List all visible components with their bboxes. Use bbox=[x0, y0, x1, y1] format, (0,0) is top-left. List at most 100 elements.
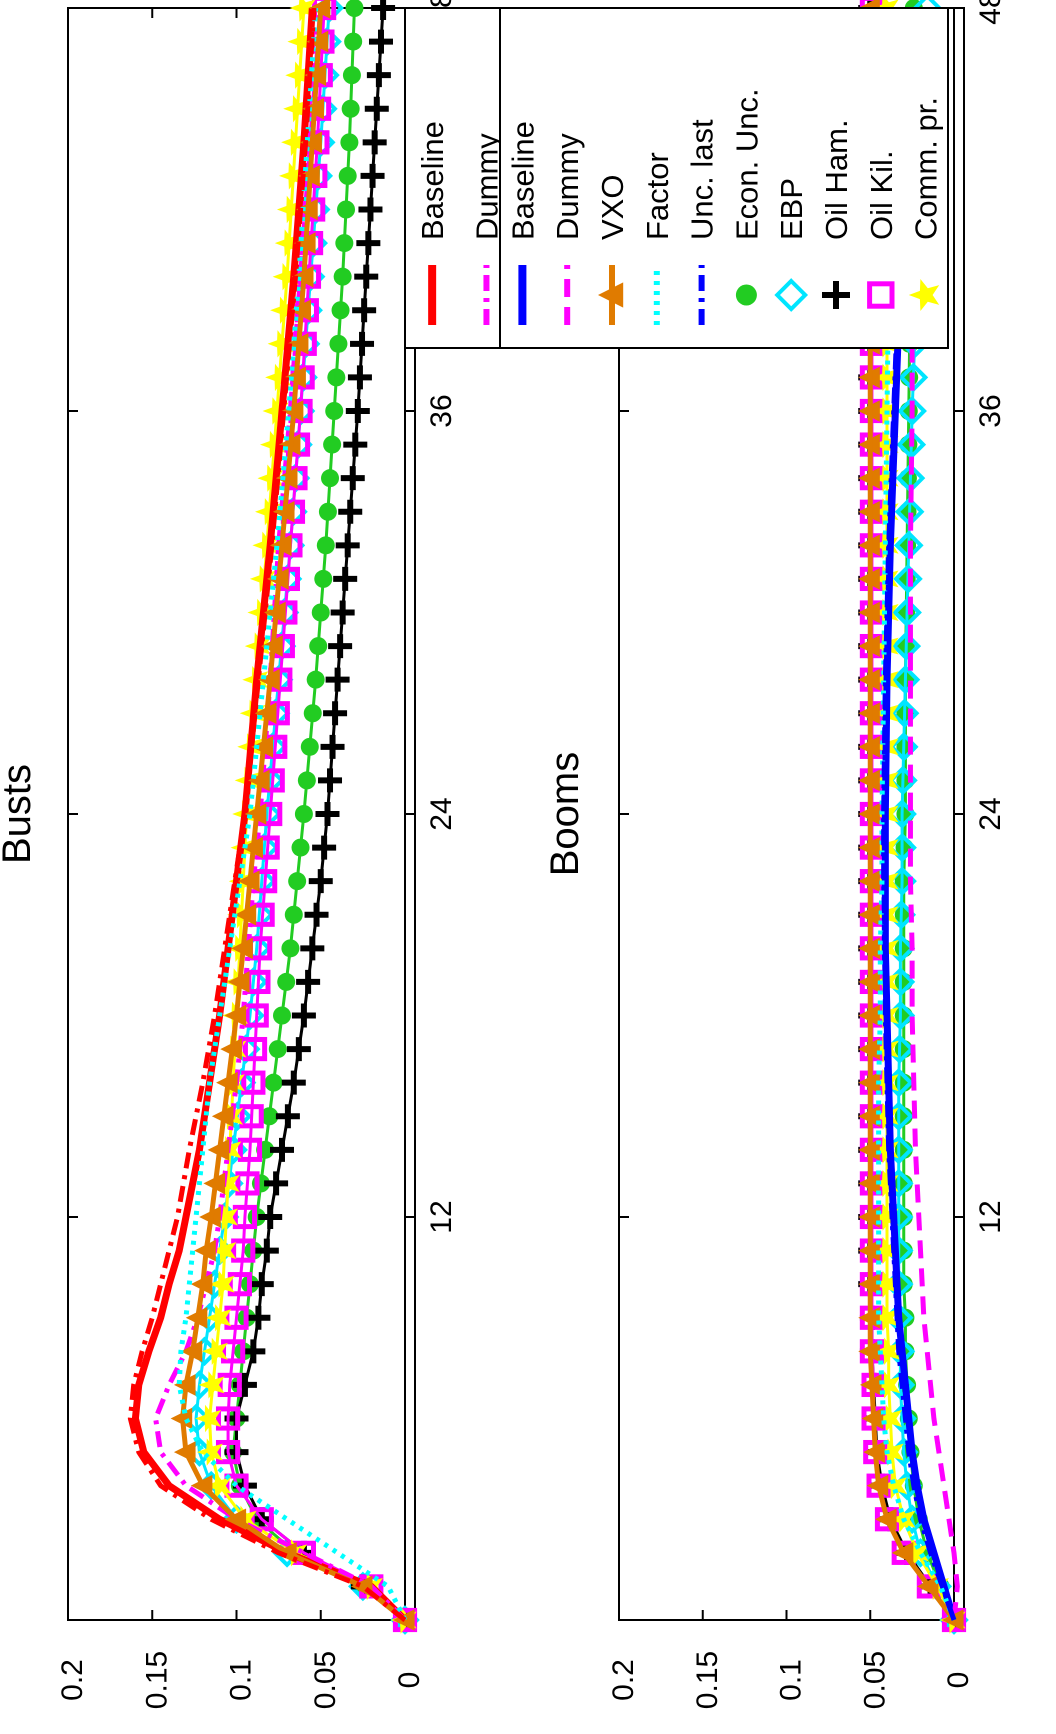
data-point bbox=[352, 298, 377, 323]
data-point bbox=[291, 1003, 316, 1028]
legend-entry-comm-pr: Comm. pr. bbox=[909, 97, 944, 311]
data-point bbox=[323, 701, 348, 726]
data-point bbox=[318, 502, 337, 521]
data-point bbox=[874, 1337, 901, 1365]
legend-marker bbox=[867, 281, 895, 309]
y-tick-label: 0 bbox=[942, 1672, 975, 1689]
data-point bbox=[294, 805, 313, 823]
legend: Baseline Dummy VXO Factor Unc. last Econ. Unc… bbox=[499, 7, 949, 349]
data-point bbox=[304, 902, 329, 927]
data-point bbox=[366, 63, 391, 88]
data-point bbox=[246, 1305, 271, 1330]
data-point bbox=[356, 231, 381, 256]
legend-label: VXO bbox=[595, 175, 630, 240]
data-point bbox=[872, 363, 899, 392]
data-point bbox=[260, 1107, 279, 1126]
legend-entry-oil-ham: Oil Ham. bbox=[819, 119, 854, 309]
y-tick-label: 0.2 bbox=[607, 1659, 640, 1701]
data-point bbox=[315, 802, 340, 826]
y-tick-label: 0.15 bbox=[691, 1651, 724, 1709]
data-point bbox=[335, 533, 360, 558]
legend-label: Unc. last bbox=[685, 119, 720, 240]
data-point bbox=[281, 1070, 306, 1095]
data-point bbox=[368, 29, 393, 54]
chart-title: Booms bbox=[543, 752, 587, 877]
legend-entry-ebp: EBP bbox=[774, 178, 809, 312]
legend-entry-baseline: Baseline bbox=[505, 121, 540, 325]
data-point bbox=[252, 531, 279, 559]
data-point bbox=[277, 972, 296, 991]
data-point bbox=[350, 331, 375, 356]
data-point bbox=[260, 430, 287, 459]
data-point bbox=[270, 296, 297, 324]
legend-entry-unc-last: Unc. last bbox=[685, 119, 720, 325]
data-point bbox=[872, 1236, 899, 1265]
data-point bbox=[287, 27, 314, 56]
data-point bbox=[354, 264, 379, 289]
legend-label: EBP bbox=[774, 178, 809, 240]
legend-marker bbox=[598, 282, 624, 308]
data-point bbox=[323, 435, 342, 454]
data-point bbox=[239, 1104, 264, 1129]
series-line bbox=[127, 7, 407, 1622]
data-point bbox=[327, 368, 346, 387]
data-point bbox=[279, 162, 305, 190]
data-point bbox=[281, 128, 308, 156]
legend-marker bbox=[735, 284, 757, 306]
data-point bbox=[276, 195, 303, 224]
data-point bbox=[333, 267, 352, 286]
data-point bbox=[341, 99, 360, 118]
data-point bbox=[874, 1371, 901, 1399]
data-point bbox=[311, 603, 330, 622]
data-point bbox=[213, 1169, 240, 1198]
data-point bbox=[896, 429, 927, 460]
legend-entry-oil-kil: Oil Kil. bbox=[864, 150, 899, 309]
legend-entry-dummy: Dummy bbox=[550, 133, 585, 325]
data-point bbox=[242, 1036, 268, 1062]
data-point bbox=[244, 1003, 269, 1028]
series-vxo bbox=[170, 0, 415, 1631]
data-point bbox=[196, 1438, 223, 1466]
data-point bbox=[285, 61, 312, 89]
y-tick-label: 0 bbox=[393, 1672, 426, 1689]
data-point bbox=[215, 1439, 241, 1465]
data-point bbox=[306, 670, 325, 689]
data-point bbox=[289, 0, 316, 22]
data-point bbox=[198, 1371, 225, 1399]
data-point bbox=[205, 1304, 232, 1332]
legend-entry-dummy: Dummy bbox=[469, 133, 504, 325]
data-point bbox=[872, 1270, 899, 1298]
data-point bbox=[237, 1137, 263, 1162]
data-point bbox=[241, 1339, 266, 1364]
data-point bbox=[300, 936, 325, 961]
y-tick-label: 0.05 bbox=[309, 1651, 342, 1709]
x-tick-label: 12 bbox=[425, 1200, 458, 1233]
legend-marker bbox=[774, 278, 809, 312]
data-point bbox=[872, 1136, 899, 1164]
data-point bbox=[235, 1171, 260, 1196]
legend-label: Oil Ham. bbox=[819, 119, 854, 240]
data-point bbox=[286, 1037, 311, 1062]
data-point bbox=[891, 631, 922, 661]
data-point bbox=[303, 704, 322, 723]
data-point bbox=[264, 1171, 289, 1196]
data-point bbox=[254, 1238, 279, 1263]
data-point bbox=[890, 664, 921, 695]
y-tick-label: 0.2 bbox=[56, 1659, 89, 1701]
y-tick-label: 0.15 bbox=[140, 1651, 173, 1709]
legend-label: Factor bbox=[640, 152, 675, 240]
data-point bbox=[872, 1304, 899, 1332]
data-point bbox=[231, 1238, 256, 1263]
data-point bbox=[872, 464, 899, 492]
data-point bbox=[268, 1040, 287, 1059]
data-point bbox=[221, 1339, 246, 1364]
data-point bbox=[210, 1236, 237, 1265]
data-point bbox=[321, 469, 340, 488]
data-point bbox=[284, 905, 303, 924]
data-point bbox=[345, 0, 364, 17]
data-point bbox=[274, 229, 301, 257]
data-point bbox=[902, 1539, 929, 1567]
y-tick-label: 0.05 bbox=[858, 1651, 891, 1709]
data-point bbox=[308, 869, 333, 894]
